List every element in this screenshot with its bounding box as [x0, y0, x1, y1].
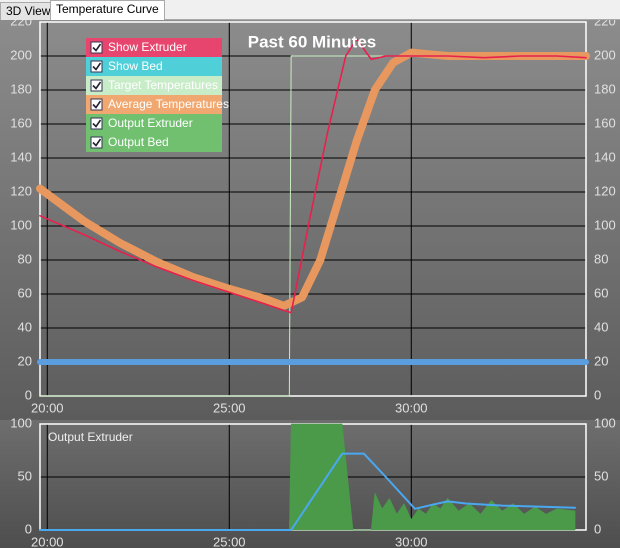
y-tick-label: 100	[10, 415, 32, 430]
y-tick-label: 0	[25, 387, 32, 402]
y-tick-label-right: 160	[594, 115, 616, 130]
y-tick-label: 40	[18, 319, 32, 334]
check-mark	[92, 81, 102, 90]
legend-checkbox[interactable]	[90, 136, 103, 149]
legend-checkbox[interactable]	[90, 98, 103, 111]
y-tick-label-right: 20	[594, 353, 608, 368]
legend-checkbox[interactable]	[90, 117, 103, 130]
y-tick-label: 50	[18, 468, 32, 483]
y-tick-label-right: 80	[594, 251, 608, 266]
y-tick-label: 100	[10, 217, 32, 232]
legend-label: Average Temperatures	[108, 97, 229, 111]
x-tick-label: 30:00	[395, 400, 428, 415]
y-tick-label: 180	[10, 81, 32, 96]
x-tick-label: 20:00	[31, 400, 64, 415]
y-tick-label: 80	[18, 251, 32, 266]
x-tick-label: 25:00	[213, 534, 246, 548]
check-mark	[92, 119, 102, 128]
y-tick-label-right: 50	[594, 468, 608, 483]
y-tick-label: 140	[10, 149, 32, 164]
legend-checkbox[interactable]	[90, 41, 103, 54]
y-tick-label: 220	[10, 20, 32, 28]
legend-swatch	[86, 38, 222, 57]
y-tick-label: 160	[10, 115, 32, 130]
y-tick-label-right: 140	[594, 149, 616, 164]
y-tick-label-right: 100	[594, 217, 616, 232]
y-tick-label-right: 60	[594, 285, 608, 300]
tab-active[interactable]: Temperature Curve	[50, 0, 165, 21]
legend-label: Show Bed	[108, 59, 163, 73]
tab-bar: 3D View Temperature Curve	[0, 0, 620, 21]
line	[39, 452, 577, 531]
y-tick-label-right: 0	[594, 387, 601, 402]
line	[39, 38, 587, 314]
legend-label: Target Temperatures	[108, 78, 218, 92]
legend: Show Extruder Show Bed Target Temperatures…	[86, 38, 229, 152]
legend-swatch	[86, 114, 222, 133]
y-tick-label: 120	[10, 183, 32, 198]
chart-title: Past 60 Minutes	[248, 32, 377, 51]
legend-swatch	[86, 95, 222, 114]
legend-label: Output Bed	[108, 135, 169, 149]
checkbox	[90, 117, 103, 130]
y-tick-label: 200	[10, 47, 32, 62]
y-tick-label-right: 0	[594, 521, 601, 536]
checkbox	[90, 60, 103, 73]
legend-checkbox[interactable]	[90, 60, 103, 73]
y-tick-label-right: 200	[594, 47, 616, 62]
checkbox	[90, 98, 103, 111]
y-tick-label-right: 100	[594, 415, 616, 430]
y-tick-label-right: 40	[594, 319, 608, 334]
check-mark	[92, 62, 102, 71]
legend-label: Show Extruder	[108, 40, 187, 54]
tab[interactable]: 3D View	[0, 2, 57, 20]
chart-title: Output Extruder	[48, 430, 133, 444]
legend-swatch	[86, 76, 222, 95]
x-tick-label: 30:00	[395, 534, 428, 548]
legend-checkbox[interactable]	[90, 79, 103, 92]
legend-swatch	[86, 57, 222, 76]
chart-area: 0 0 20 20 40 40 60 60 80 80 100 100 120 120 140 140 160 1…	[0, 20, 620, 548]
y-tick-label: 0	[25, 521, 32, 536]
y-tick-label: 60	[18, 285, 32, 300]
check-mark	[92, 43, 102, 52]
check-mark	[92, 100, 102, 109]
y-tick-label-right: 180	[594, 81, 616, 96]
y-tick-label-right: 220	[594, 20, 616, 28]
area	[40, 423, 576, 531]
y-tick-label-right: 120	[594, 183, 616, 198]
legend-swatch	[86, 133, 222, 152]
checkbox	[90, 41, 103, 54]
plot-frame	[39, 21, 587, 397]
legend-label: Output Extruder	[108, 116, 193, 130]
checkbox	[90, 79, 103, 92]
checkbox	[90, 136, 103, 149]
line	[36, 48, 590, 310]
x-tick-label: 20:00	[31, 534, 64, 548]
y-tick-label: 20	[18, 353, 32, 368]
check-mark	[92, 138, 102, 147]
x-tick-label: 25:00	[213, 400, 246, 415]
